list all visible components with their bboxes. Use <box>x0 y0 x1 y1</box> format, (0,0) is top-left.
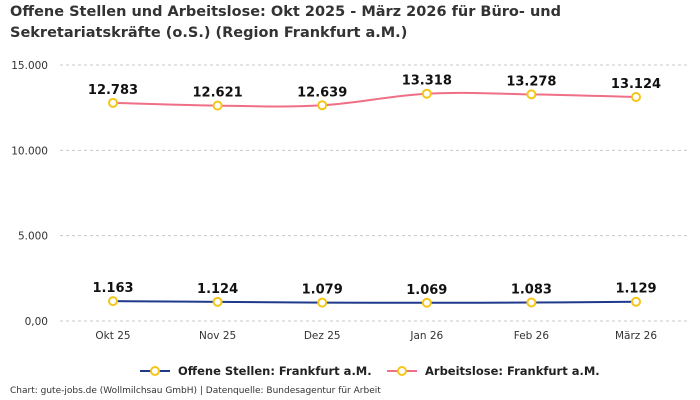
y-tick-label: 10.000 <box>11 145 48 157</box>
x-axis: Okt 25 Nov 25 Dez 25 Jan 26 Feb 26 März 26 <box>95 330 657 342</box>
series-line <box>112 300 637 304</box>
data-point <box>421 88 432 99</box>
legend-label: Offene Stellen: Frankfurt a.M. <box>178 364 372 378</box>
legend-item-2: Arbeitslose: Frankfurt a.M. <box>387 364 600 378</box>
chart-source: Chart: gute-jobs.de (Wollmilchsau GmbH) … <box>10 386 381 396</box>
data-point <box>421 297 432 308</box>
data-point <box>317 100 328 111</box>
data-point <box>317 297 328 308</box>
y-tick-label: 0,00 <box>25 316 48 328</box>
x-tick-label: Feb 26 <box>514 330 550 342</box>
series-2: 12.783 12.621 12.639 13.318 13.278 13.124 <box>88 74 661 111</box>
data-point <box>108 97 118 108</box>
chart-title: Offene Stellen und Arbeitslose: Okt 2025… <box>10 2 690 44</box>
y-tick-label: 15.000 <box>11 60 48 72</box>
grid-lines <box>60 64 688 322</box>
data-label: 12.783 <box>88 83 138 98</box>
data-point <box>526 297 537 308</box>
data-point <box>631 296 641 307</box>
data-point <box>108 296 118 307</box>
data-label: 13.124 <box>611 77 661 92</box>
data-label: 1.079 <box>302 283 343 298</box>
legend-label: Arbeitslose: Frankfurt a.M. <box>425 364 600 378</box>
data-label: 1.124 <box>197 282 238 297</box>
series-line <box>112 91 637 108</box>
x-tick-label: März 26 <box>615 330 657 342</box>
legend-marker <box>150 366 160 376</box>
data-label: 1.129 <box>615 282 656 297</box>
x-tick-label: Dez 25 <box>304 330 341 342</box>
x-tick-label: Jan 26 <box>409 330 443 342</box>
x-tick-label: Okt 25 <box>95 330 130 342</box>
data-point <box>212 296 223 307</box>
data-label: 1.069 <box>406 283 447 298</box>
data-point <box>526 89 537 100</box>
series-1: 1.163 1.124 1.079 1.069 1.083 1.129 <box>92 281 657 308</box>
legend: Offene Stellen: Frankfurt a.M. Arbeitslos… <box>140 364 600 378</box>
x-tick-label: Nov 25 <box>199 330 236 342</box>
data-label: 1.083 <box>511 283 552 298</box>
legend-marker <box>397 366 407 376</box>
data-label: 13.318 <box>402 74 452 89</box>
y-axis: 0,00 5.000 10.000 15.000 <box>11 60 48 328</box>
data-label: 1.163 <box>92 281 133 296</box>
chart-title-line-2: Sekretariatskräfte (o.S.) (Region Frankf… <box>10 25 408 41</box>
data-point <box>212 100 223 111</box>
series-group: 1.163 1.124 1.079 1.069 1.083 1.129 12.783 12.6… <box>88 74 661 308</box>
data-label: 13.278 <box>506 74 556 89</box>
data-point <box>631 92 641 103</box>
y-tick-label: 5.000 <box>18 231 48 243</box>
data-label: 12.639 <box>297 85 347 100</box>
chart-title-line-1: Offene Stellen und Arbeitslose: Okt 2025… <box>10 4 561 20</box>
legend-item-1: Offene Stellen: Frankfurt a.M. <box>140 364 372 378</box>
data-label: 12.621 <box>193 86 243 101</box>
